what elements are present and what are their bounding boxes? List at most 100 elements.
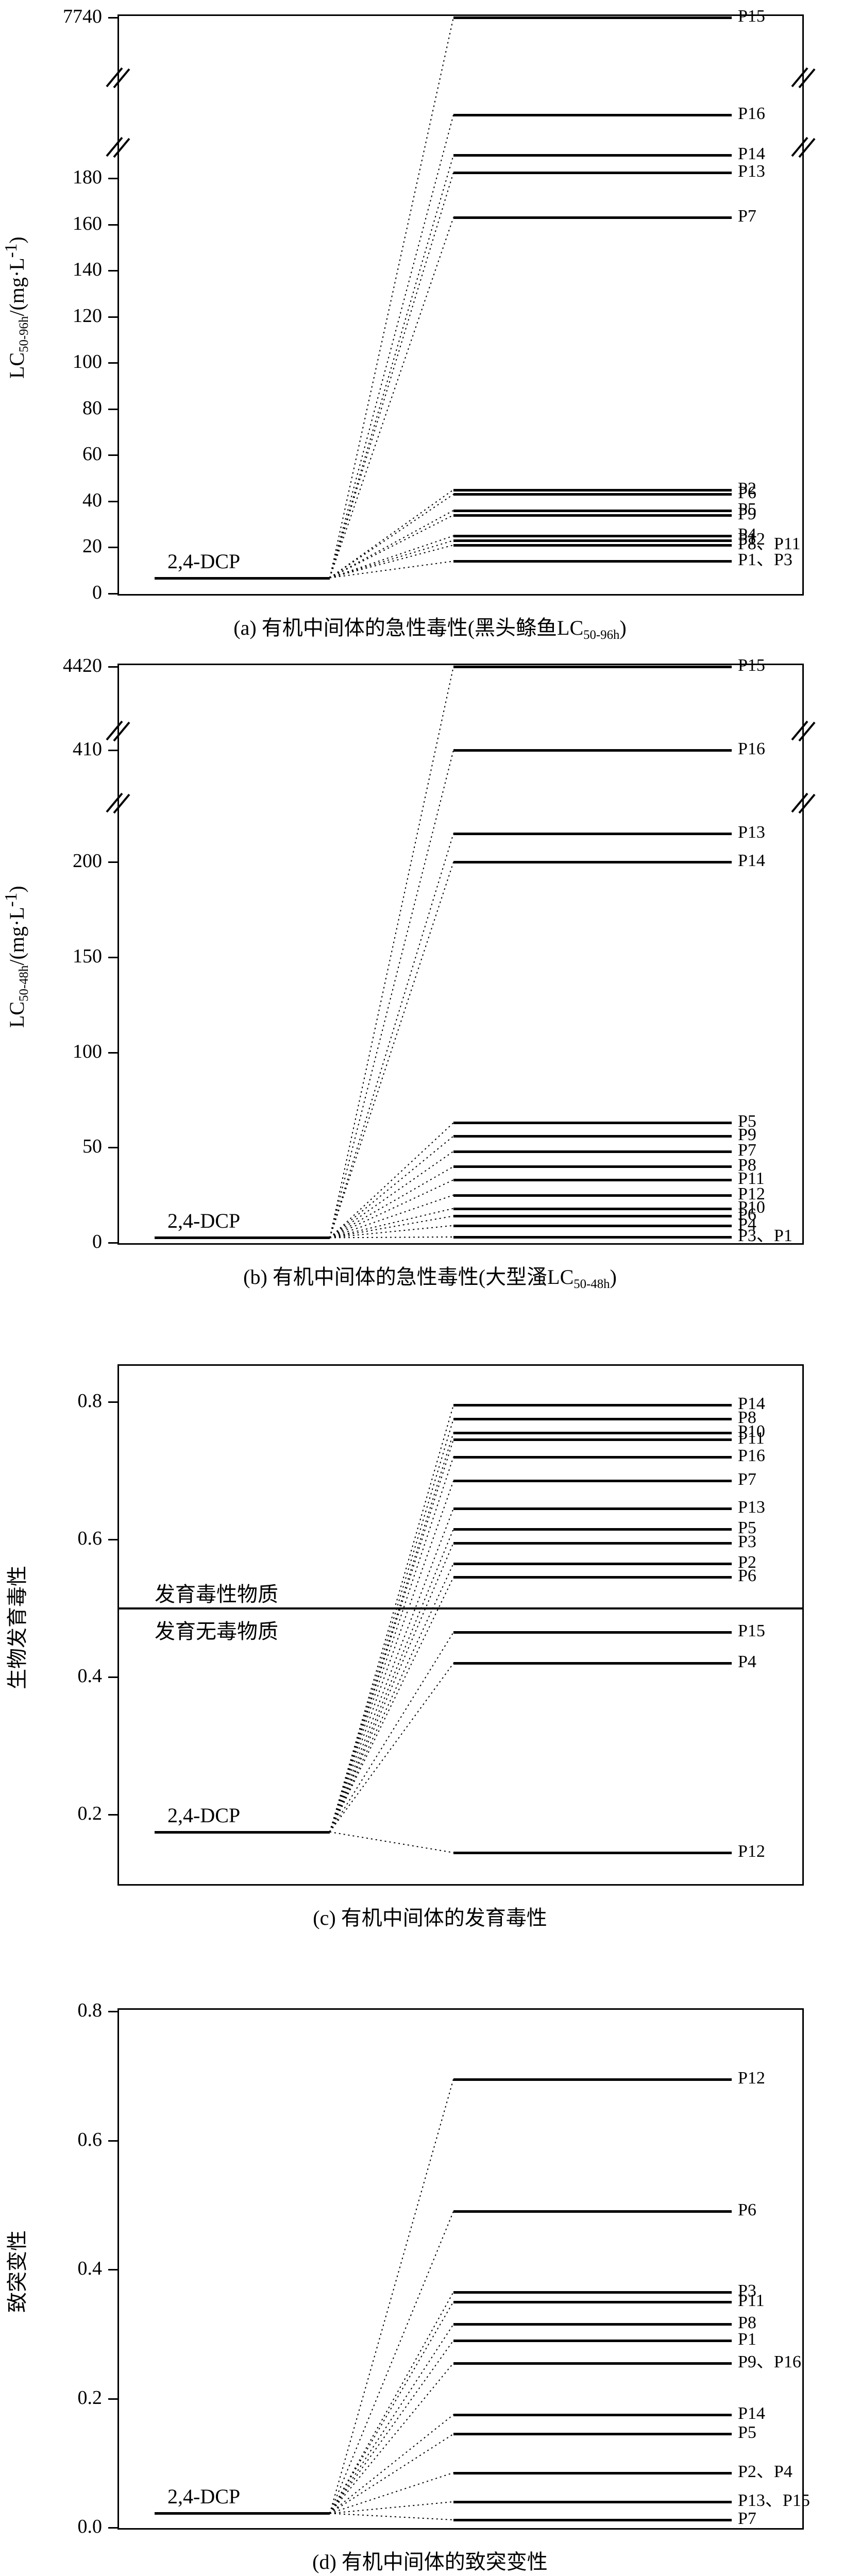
level-label-c-8: P3 xyxy=(738,1532,756,1551)
y-tick-d-1 xyxy=(108,2398,117,2400)
y-tick-label-b-0: 0 xyxy=(92,1231,102,1252)
level-label-a-7: P5 xyxy=(738,499,756,519)
y-tick-a-4 xyxy=(108,408,117,410)
level-line-b-10 xyxy=(453,1207,732,1210)
level-label-c-6: P13 xyxy=(738,1497,765,1517)
developmental-threshold-line xyxy=(119,1607,802,1609)
y-tick-label-d-2: 0.4 xyxy=(77,2258,103,2279)
level-line-c-9 xyxy=(453,1562,732,1565)
level-label-b-4: P5 xyxy=(738,1112,756,1131)
level-line-a-7 xyxy=(453,509,732,512)
y-tick-label-a-3: 60 xyxy=(82,443,102,465)
level-label-b-5: P9 xyxy=(738,1125,756,1145)
y-tick-label-d-1: 0.2 xyxy=(77,2386,103,2409)
y-tick-a-0 xyxy=(108,593,117,595)
y-tick-label-a-0: 0 xyxy=(92,582,102,603)
y-tick-label-b-2: 100 xyxy=(73,1040,102,1062)
y-tick-b-2 xyxy=(108,1052,117,1054)
level-line-d-5 xyxy=(453,2339,732,2342)
level-label-c-9: P2 xyxy=(738,1552,756,1572)
level-line-a-2 xyxy=(453,154,732,157)
level-line-d-1 xyxy=(453,2210,732,2213)
level-label-b-9: P12 xyxy=(738,1184,765,1204)
level-label-b-6: P7 xyxy=(738,1140,756,1160)
y-axis-title-a: LC50-96h/(mg·L-1) xyxy=(1,236,31,379)
reference-label-d: 2,4-DCP xyxy=(167,2485,241,2509)
y-tick-label-a-5: 100 xyxy=(73,351,102,373)
level-label-b-10: P10 xyxy=(738,1197,765,1217)
level-line-d-2 xyxy=(453,2291,732,2294)
level-label-a-3: P13 xyxy=(738,161,765,181)
y-tick-label-a-10: 7740 xyxy=(63,6,102,27)
level-line-c-12 xyxy=(453,1662,732,1665)
level-label-b-3: P14 xyxy=(738,851,765,871)
level-line-a-9 xyxy=(453,535,732,538)
level-line-a-3 xyxy=(453,171,732,174)
level-label-b-8: P11 xyxy=(738,1169,765,1189)
y-tick-label-a-2: 40 xyxy=(82,489,102,511)
panel-caption-d: (d) 有机中间体的致突变性 xyxy=(312,2550,548,2573)
level-line-c-0 xyxy=(453,1404,732,1407)
axis-break-mark-a-upper xyxy=(106,67,130,89)
level-label-c-13: P12 xyxy=(738,1841,765,1861)
level-label-b-1: P16 xyxy=(738,739,765,759)
panel-caption-b: (b) 有机中间体的急性毒性(大型溞LC50-48h) xyxy=(243,1265,617,1291)
y-tick-b-0 xyxy=(108,1242,117,1244)
reference-label-b: 2,4-DCP xyxy=(167,1209,241,1233)
level-line-d-9 xyxy=(453,2471,732,2475)
y-tick-label-b-4: 200 xyxy=(73,850,102,872)
level-label-d-8: P5 xyxy=(738,2423,756,2443)
level-label-c-5: P7 xyxy=(738,1470,756,1489)
level-label-c-2: P10 xyxy=(738,1421,765,1441)
level-line-d-6 xyxy=(453,2362,732,2365)
level-line-b-2 xyxy=(453,833,732,835)
level-label-d-2: P3 xyxy=(738,2281,756,2300)
level-label-a-0: P15 xyxy=(738,7,765,26)
y-tick-a-7 xyxy=(108,270,117,272)
y-tick-label-c-2: 0.6 xyxy=(77,1528,103,1549)
reference-label-a: 2,4-DCP xyxy=(167,549,241,573)
axis-break-mark-b-upper xyxy=(106,720,130,742)
level-line-c-11 xyxy=(453,1631,732,1634)
level-line-d-8 xyxy=(453,2433,732,2436)
y-tick-label-d-0: 0.0 xyxy=(77,2516,103,2537)
level-line-b-6 xyxy=(453,1150,732,1153)
level-line-b-7 xyxy=(453,1165,732,1168)
y-tick-b-4 xyxy=(108,861,117,863)
level-line-a-6 xyxy=(453,493,732,496)
axis-break-mark-b-lower-right xyxy=(791,792,816,814)
level-label-d-4: P8 xyxy=(738,2313,756,2333)
level-line-c-3 xyxy=(453,1438,732,1442)
y-tick-b-5 xyxy=(108,750,117,752)
y-tick-label-b-1: 50 xyxy=(82,1136,102,1158)
level-line-b-13 xyxy=(453,1235,732,1239)
level-line-d-10 xyxy=(453,2500,732,2503)
axis-break-mark-a-upper-right xyxy=(791,67,816,89)
reference-level-line-c xyxy=(155,1831,330,1834)
y-tick-a-8 xyxy=(108,224,117,226)
y-tick-d-0 xyxy=(108,2527,117,2529)
y-tick-a-10 xyxy=(108,17,117,19)
y-tick-a-5 xyxy=(108,362,117,364)
y-tick-label-b-6: 4420 xyxy=(63,655,102,676)
level-label-c-1: P8 xyxy=(738,1408,756,1428)
level-label-a-11: P8、P11 xyxy=(738,534,801,553)
y-tick-label-c-3: 0.8 xyxy=(77,1389,103,1412)
level-label-d-10: P13、P15 xyxy=(738,2490,810,2510)
level-label-d-0: P12 xyxy=(738,2068,765,2088)
plot-area-c xyxy=(117,1364,804,1886)
y-tick-label-c-0: 0.2 xyxy=(77,1803,103,1825)
level-label-a-4: P7 xyxy=(738,207,756,226)
level-line-c-4 xyxy=(453,1455,732,1459)
level-line-c-8 xyxy=(453,1541,732,1545)
level-line-a-12 xyxy=(453,560,732,563)
level-label-d-6: P9、P16 xyxy=(738,2352,801,2371)
y-tick-d-4 xyxy=(108,2011,117,2012)
level-line-b-0 xyxy=(453,666,732,668)
plot-area-b xyxy=(117,664,804,1245)
panel-caption-a: (a) 有机中间体的急性毒性(黑头鲦鱼LC50-96h) xyxy=(233,616,627,642)
level-line-a-0 xyxy=(453,16,732,19)
level-line-a-1 xyxy=(453,113,732,116)
level-label-d-7: P14 xyxy=(738,2403,765,2423)
level-label-b-2: P13 xyxy=(738,823,765,842)
